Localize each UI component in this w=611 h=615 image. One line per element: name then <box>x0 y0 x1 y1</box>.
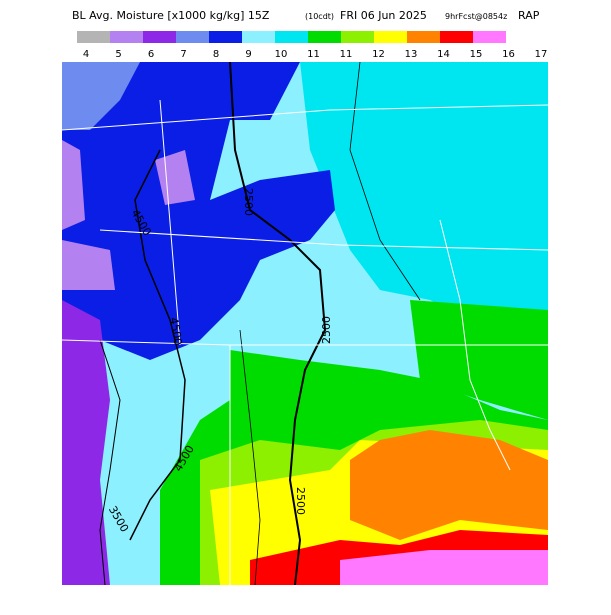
contour-labels: 4500 2500 4500 2500 4500 2500 3500 <box>106 188 333 534</box>
region-pink <box>340 550 548 585</box>
contour-label: 2500 <box>294 487 307 515</box>
colorbar-swatch <box>341 31 374 43</box>
colorbar-swatch <box>473 31 506 43</box>
colorbar-label: 17 <box>535 49 548 60</box>
colorbar-label: 9 <box>245 49 251 60</box>
region-orange <box>350 430 548 540</box>
colorbar-label: 11 <box>340 49 353 60</box>
colorbar: 4 5 6 7 8 9 10 11 11 12 13 14 15 16 17 <box>77 31 547 60</box>
colorbar-label: 10 <box>275 49 288 60</box>
region-cyan <box>300 62 548 330</box>
colorbar-label: 8 <box>213 49 219 60</box>
contour-label: 2500 <box>242 188 255 216</box>
region-blue <box>62 62 335 360</box>
colorbar-swatch <box>110 31 143 43</box>
colorbar-swatch <box>143 31 176 43</box>
colorbar-label: 11 <box>307 49 320 60</box>
colorbar-label: 13 <box>405 49 418 60</box>
borders <box>62 99 548 585</box>
date: FRI 06 Jun 2025 <box>340 9 427 22</box>
region-green-east <box>410 300 548 420</box>
contour-label: 2500 <box>320 316 333 344</box>
colorbar-swatch <box>275 31 308 43</box>
forecast: 9hrFcst@0854z <box>445 12 507 21</box>
colorbar-label: 12 <box>372 49 385 60</box>
colorbar-swatch <box>209 31 242 43</box>
contour-label: 4500 <box>167 316 185 346</box>
map: 4500 2500 4500 2500 4500 2500 3500 <box>62 62 548 585</box>
colorbar-swatch <box>374 31 407 43</box>
model: RAP <box>518 9 540 22</box>
colorbar-label: 15 <box>470 49 483 60</box>
colorbar-swatch <box>440 31 473 43</box>
title: BL Avg. Moisture [x1000 kg/kg] 15Z <box>72 9 270 22</box>
colorbar-label: 5 <box>115 49 121 60</box>
colorbar-swatch <box>77 31 110 43</box>
region-violet <box>62 140 195 290</box>
colorbar-label: 7 <box>180 49 186 60</box>
time-zone: (10cdt) <box>305 12 334 21</box>
colorbar-swatch <box>308 31 341 43</box>
colorbar-swatch <box>242 31 275 43</box>
colorbar-label: 16 <box>502 49 515 60</box>
colorbar-label: 4 <box>83 49 89 60</box>
contours <box>99 62 421 585</box>
colorbar-swatch <box>407 31 440 43</box>
colorbar-swatch <box>176 31 209 43</box>
colorbar-label: 14 <box>437 49 450 60</box>
region-purple <box>62 300 110 585</box>
colorbar-label: 6 <box>148 49 154 60</box>
title-bar: BL Avg. Moisture [x1000 kg/kg] 15Z (10cd… <box>72 9 540 22</box>
region-cornflower <box>62 62 140 130</box>
